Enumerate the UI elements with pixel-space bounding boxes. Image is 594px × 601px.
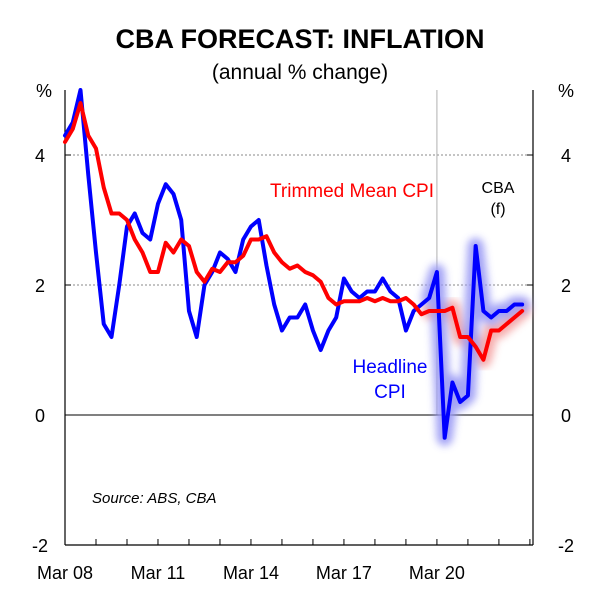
y-tick-label-left: 0 — [35, 406, 45, 426]
series-label-trimmed-mean: Trimmed Mean CPI — [270, 181, 434, 202]
y-tick-label-left: 4 — [35, 146, 45, 166]
chart-subtitle: (annual % change) — [212, 61, 388, 84]
x-tick-labels: Mar 08 Mar 11 Mar 14 Mar 17 Mar 20 — [37, 563, 465, 583]
series-label-headline-line1: Headline — [353, 357, 428, 378]
y-tick-label-right: 0 — [561, 406, 571, 426]
y-unit-right: % — [558, 81, 574, 101]
forecast-label-line1: CBA — [482, 180, 515, 197]
series-line-headline-cpi — [63, 88, 525, 440]
forecast-label-line2: (f) — [490, 201, 505, 218]
series-line-trimmed-mean-cpi — [63, 101, 525, 362]
x-tick-label: Mar 08 — [37, 563, 93, 583]
source-note: Source: ABS, CBA — [92, 490, 217, 507]
y-tick-labels: -2 -2 0 0 2 2 4 4 — [32, 146, 574, 556]
x-tick-label: Mar 11 — [131, 563, 186, 583]
series-label-headline-line2: CPI — [374, 382, 406, 403]
gridlines — [65, 154, 533, 286]
y-unit-left: % — [36, 81, 52, 101]
y-tick-label-right: 2 — [561, 276, 571, 296]
y-tick-label-left: 2 — [35, 276, 45, 296]
series — [63, 88, 525, 440]
y-tick-label-right: 4 — [561, 146, 571, 166]
x-tick-label: Mar 14 — [223, 563, 279, 583]
chart-title: CBA FORECAST: INFLATION — [116, 24, 485, 54]
y-tick-label-left: -2 — [32, 536, 48, 556]
y-tick-label-right: -2 — [558, 536, 574, 556]
x-tick-label: Mar 17 — [316, 563, 372, 583]
axes — [64, 90, 534, 546]
x-tick-label: Mar 20 — [409, 563, 465, 583]
